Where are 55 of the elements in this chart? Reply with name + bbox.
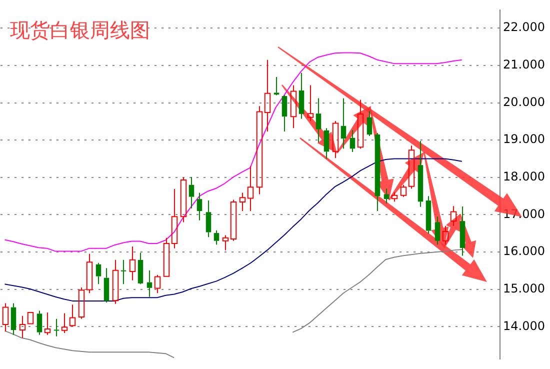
candlestick bbox=[239, 192, 246, 212]
y-tick-label: 22.000 bbox=[503, 20, 546, 34]
candlestick bbox=[104, 268, 110, 303]
candlestick bbox=[366, 110, 372, 136]
candlestick bbox=[61, 312, 68, 334]
candlestick bbox=[120, 259, 126, 285]
candlestick bbox=[129, 246, 136, 281]
candlestick bbox=[256, 106, 263, 195]
candlestick bbox=[112, 259, 119, 304]
candlestick bbox=[340, 98, 346, 150]
candlestick bbox=[434, 216, 440, 246]
candlestick bbox=[290, 84, 297, 129]
candlestick bbox=[96, 262, 102, 285]
y-tick-label: 18.000 bbox=[503, 170, 546, 184]
y-tick-label: 17.000 bbox=[503, 206, 546, 221]
y-tick-label: 15.000 bbox=[503, 282, 546, 296]
candlestick bbox=[19, 315, 26, 338]
candlestick bbox=[450, 206, 457, 226]
candlestick bbox=[146, 270, 152, 298]
candlestick bbox=[332, 120, 339, 158]
candlestick bbox=[171, 188, 178, 249]
candlestick bbox=[54, 318, 60, 337]
y-tick-label: 14.000 bbox=[503, 318, 546, 333]
candlestick bbox=[188, 176, 194, 209]
candlestick bbox=[10, 302, 16, 336]
candlestick bbox=[426, 196, 432, 234]
y-tick-label: 20.000 bbox=[503, 94, 546, 109]
candlestick bbox=[442, 225, 449, 246]
candlestick bbox=[307, 84, 314, 122]
candlestick bbox=[69, 304, 76, 328]
candlestick bbox=[324, 128, 330, 160]
candlestick bbox=[2, 302, 9, 332]
candlestick bbox=[247, 166, 254, 212]
candlestick bbox=[196, 192, 202, 221]
candlestick bbox=[298, 72, 304, 120]
candlestick bbox=[418, 140, 424, 208]
candlestick bbox=[44, 312, 51, 336]
candlestick bbox=[206, 200, 212, 238]
candlestick bbox=[384, 188, 390, 204]
y-tick-label: 21.000 bbox=[503, 58, 546, 72]
candlestick bbox=[357, 99, 364, 150]
candlestick bbox=[214, 230, 220, 246]
chart-title: 现货白银周线图 bbox=[10, 18, 150, 42]
y-tick-label: 16.000 bbox=[503, 244, 546, 258]
candlestick bbox=[274, 76, 280, 95]
y-tick-label: 19.000 bbox=[503, 132, 546, 146]
candlestick bbox=[316, 98, 322, 143]
candlestick bbox=[222, 234, 229, 251]
candlestick bbox=[350, 130, 356, 153]
candlestick bbox=[374, 132, 380, 212]
candlestick bbox=[36, 310, 42, 336]
candlestick bbox=[264, 59, 271, 132]
candlestick bbox=[163, 237, 170, 277]
candlestick bbox=[460, 206, 466, 256]
candlestick bbox=[86, 253, 93, 294]
